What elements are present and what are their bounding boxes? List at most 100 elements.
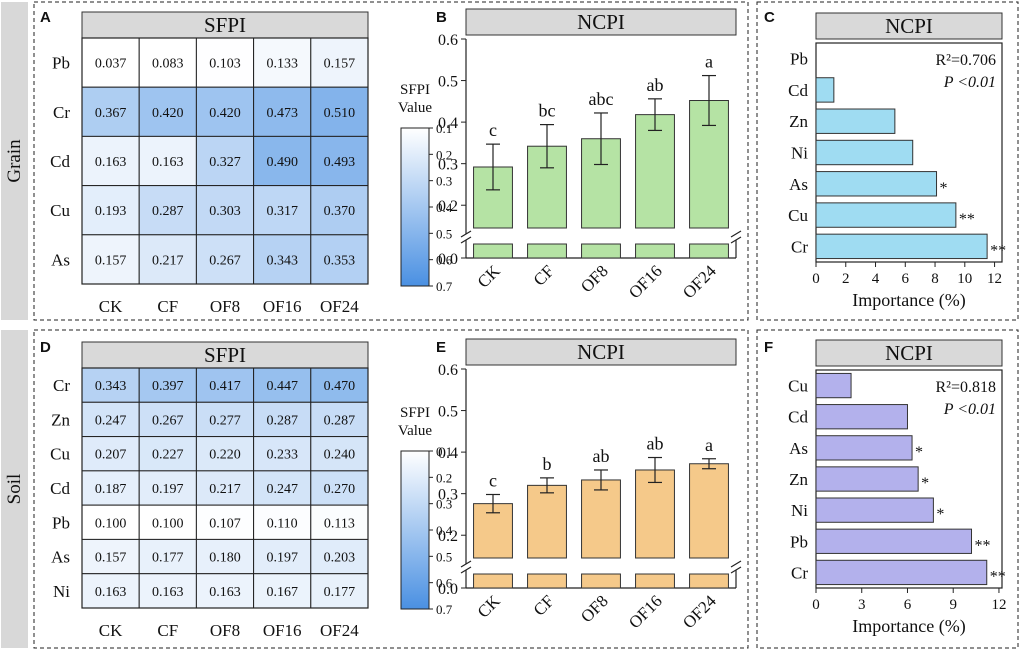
heatmap-cell-label: 0.177 bbox=[324, 585, 356, 600]
hbar-category-label: As bbox=[789, 175, 808, 194]
hbar-category-label: Zn bbox=[789, 112, 808, 131]
y-tick-label: 0.0 bbox=[438, 581, 458, 598]
y-tick-label: 0.6 bbox=[438, 32, 458, 49]
heatmap-cell-label: 0.287 bbox=[152, 204, 184, 219]
bar-chart-e: NCPI 0.0 0.2 0.3 0.4 0.5 0.6 c CK b CF ab OF8 ab OF16 a… bbox=[438, 338, 742, 632]
heatmap-cell-label: 0.267 bbox=[209, 253, 241, 268]
y-tick-label: 0.3 bbox=[438, 157, 458, 174]
x-tick-label: 12 bbox=[987, 271, 1002, 287]
bar-lower bbox=[473, 573, 513, 589]
heatmap-cell bbox=[253, 135, 312, 187]
x-tick-label: OF16 bbox=[625, 591, 666, 632]
heatmap-cell bbox=[138, 573, 197, 609]
heatmap-cell-label: 0.157 bbox=[95, 253, 127, 268]
y-tick-label: 0.2 bbox=[438, 198, 458, 215]
heatmap-col-label: CK bbox=[99, 297, 123, 316]
colorbar-tick-label: 0.6 bbox=[436, 576, 453, 591]
panel-letter-a: A bbox=[40, 9, 51, 26]
heatmap-cell-label: 0.163 bbox=[95, 585, 127, 600]
axis-break-mark bbox=[460, 560, 472, 568]
heatmap-cell-label: 0.207 bbox=[95, 448, 127, 463]
heatmap-col-label: OF16 bbox=[263, 621, 302, 640]
significance-letter: abc bbox=[589, 89, 614, 109]
bar bbox=[527, 484, 567, 559]
panel-letter-e: E bbox=[436, 339, 446, 356]
heatmap-cell-label: 0.417 bbox=[209, 379, 241, 394]
bar-lower bbox=[689, 243, 729, 259]
heatmap-cell bbox=[310, 185, 369, 236]
significance-letter: ab bbox=[647, 434, 664, 454]
row-label-box-soil bbox=[1, 330, 28, 648]
heatmap-cell bbox=[138, 401, 197, 438]
hbar bbox=[815, 559, 988, 586]
bar-lower bbox=[581, 573, 621, 589]
hbar bbox=[815, 404, 908, 430]
heatmap-cell-label: 0.083 bbox=[152, 57, 184, 72]
y-tick-label: 0.6 bbox=[438, 362, 458, 379]
colorbar-tick-label: 0.1 bbox=[436, 121, 452, 136]
bar bbox=[689, 463, 729, 559]
significance-mark: * bbox=[940, 180, 948, 197]
heatmap-row-label: Cd bbox=[50, 479, 70, 498]
colorbar-tick-label: 0.5 bbox=[436, 549, 452, 564]
heatmap-col-label: OF24 bbox=[320, 297, 359, 316]
x-tick-label: OF24 bbox=[679, 591, 720, 632]
heatmap-cell bbox=[195, 504, 255, 540]
colorbar-tick-label: 0.5 bbox=[436, 226, 452, 241]
hbar bbox=[815, 497, 934, 523]
bar-lower bbox=[689, 573, 729, 589]
significance-mark: ** bbox=[959, 211, 975, 228]
hbar-title-box bbox=[815, 339, 1003, 367]
colorbar bbox=[400, 450, 430, 610]
significance-mark: ** bbox=[990, 242, 1006, 259]
heatmap-cell-label: 0.233 bbox=[266, 448, 298, 463]
hbar bbox=[815, 171, 938, 197]
bar-title: NCPI bbox=[577, 340, 625, 364]
colorbar-tick-label: 0.3 bbox=[436, 174, 452, 189]
heatmap-cell bbox=[253, 436, 312, 472]
bar-lower bbox=[527, 243, 567, 259]
heatmap-cell bbox=[253, 185, 312, 236]
bar-lower bbox=[581, 243, 621, 259]
heatmap-cell bbox=[310, 234, 369, 285]
hbar-title: NCPI bbox=[885, 14, 933, 38]
heatmap-cell bbox=[138, 436, 197, 472]
hbar bbox=[815, 108, 896, 134]
heatmap-cell-label: 0.113 bbox=[324, 516, 355, 531]
x-axis-title: Importance (%) bbox=[852, 616, 965, 637]
bar bbox=[635, 114, 675, 229]
x-tick-label: 6 bbox=[904, 597, 912, 613]
heatmap-cell-label: 0.287 bbox=[266, 413, 298, 428]
x-tick-label: OF24 bbox=[679, 261, 720, 302]
significance-letter: c bbox=[489, 120, 497, 140]
hbar-title: NCPI bbox=[885, 341, 933, 365]
hbar-category-label: Pb bbox=[790, 532, 808, 551]
hbar bbox=[815, 233, 988, 260]
heatmap-cell bbox=[310, 37, 369, 88]
stat-r2: R²=0.818 bbox=[936, 379, 997, 396]
x-tick-label: 8 bbox=[931, 271, 939, 287]
y-tick-label: 0.3 bbox=[438, 487, 458, 504]
hbar-category-label: As bbox=[789, 439, 808, 458]
heatmap-cell-label: 0.420 bbox=[209, 106, 241, 121]
heatmap-cell bbox=[253, 573, 312, 609]
x-tick-label: 12 bbox=[991, 597, 1006, 613]
bar-title-box bbox=[465, 338, 737, 366]
x-tick-label: 0 bbox=[812, 597, 820, 613]
heatmap-cell bbox=[253, 470, 312, 506]
heatmap-col-label: CF bbox=[157, 621, 178, 640]
y-tick-label: 0.0 bbox=[438, 251, 458, 268]
x-tick-label: 3 bbox=[858, 597, 866, 613]
heatmap-cell bbox=[138, 185, 197, 236]
heatmap-cell-label: 0.100 bbox=[95, 516, 127, 531]
heatmap-cell-label: 0.447 bbox=[266, 379, 298, 394]
hbar bbox=[815, 139, 914, 166]
hbar-category-label: Ni bbox=[791, 501, 808, 520]
colorbar-label: SFPI bbox=[400, 82, 430, 98]
heatmap-cell-label: 0.343 bbox=[95, 379, 127, 394]
colorbar-tick-label: 0.2 bbox=[436, 470, 452, 485]
heatmap-cell bbox=[195, 401, 255, 438]
heatmap-cell-label: 0.303 bbox=[209, 204, 241, 219]
y-tick-label: 0.2 bbox=[438, 528, 458, 545]
stat-p: P <0.01 bbox=[943, 401, 996, 418]
